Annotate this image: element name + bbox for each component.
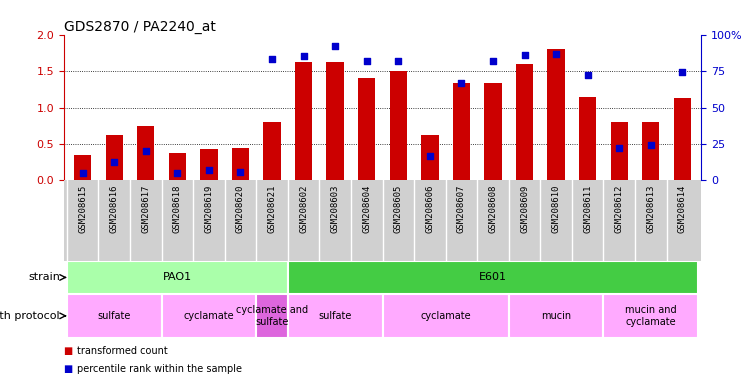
- Text: GSM208614: GSM208614: [678, 185, 687, 233]
- Bar: [200, 149, 217, 180]
- Text: GSM208617: GSM208617: [141, 185, 150, 233]
- Text: cyclamate: cyclamate: [184, 311, 234, 321]
- Text: GSM208620: GSM208620: [236, 185, 245, 233]
- Text: ■: ■: [64, 364, 76, 374]
- Point: [76, 170, 88, 176]
- Bar: [74, 155, 92, 180]
- Point: [266, 56, 278, 63]
- Text: GSM208604: GSM208604: [362, 185, 371, 233]
- Text: GSM208621: GSM208621: [268, 185, 277, 233]
- Point: [140, 148, 152, 154]
- Bar: [106, 134, 123, 180]
- Text: GSM208602: GSM208602: [299, 185, 308, 233]
- Text: GSM208610: GSM208610: [551, 185, 560, 233]
- Bar: [610, 122, 628, 180]
- Bar: [288, 294, 382, 338]
- Text: GSM208608: GSM208608: [488, 185, 497, 233]
- Bar: [422, 134, 439, 180]
- Bar: [256, 294, 288, 338]
- Point: [235, 169, 247, 175]
- Text: strain: strain: [28, 272, 60, 283]
- Bar: [67, 294, 161, 338]
- Text: GDS2870 / PA2240_at: GDS2870 / PA2240_at: [64, 20, 216, 33]
- Bar: [642, 122, 659, 180]
- Text: GSM208611: GSM208611: [584, 185, 592, 233]
- Point: [424, 152, 436, 159]
- Bar: [509, 294, 604, 338]
- Point: [487, 58, 499, 64]
- Text: transformed count: transformed count: [77, 346, 168, 356]
- Bar: [516, 64, 533, 180]
- Bar: [453, 83, 470, 180]
- Point: [676, 70, 688, 76]
- Point: [171, 170, 183, 176]
- Point: [203, 167, 215, 173]
- Bar: [67, 261, 288, 294]
- Bar: [326, 62, 344, 180]
- Bar: [295, 62, 312, 180]
- Text: GSM208603: GSM208603: [331, 185, 340, 233]
- Bar: [548, 49, 565, 180]
- Text: mucin and
cyclamate: mucin and cyclamate: [625, 305, 676, 327]
- Point: [550, 50, 562, 56]
- Point: [298, 53, 310, 60]
- Text: GSM208615: GSM208615: [78, 185, 87, 233]
- Text: GSM208605: GSM208605: [394, 185, 403, 233]
- Point: [518, 52, 530, 58]
- Bar: [604, 294, 698, 338]
- Bar: [161, 294, 256, 338]
- Text: GSM208609: GSM208609: [520, 185, 529, 233]
- Bar: [232, 148, 249, 180]
- Bar: [137, 126, 154, 180]
- Text: sulfate: sulfate: [319, 311, 352, 321]
- Text: GSM208607: GSM208607: [457, 185, 466, 233]
- Text: mucin: mucin: [541, 311, 572, 321]
- Text: GSM208613: GSM208613: [646, 185, 656, 233]
- Bar: [263, 122, 280, 180]
- Text: growth protocol: growth protocol: [0, 311, 60, 321]
- Text: PAO1: PAO1: [163, 272, 192, 283]
- Bar: [389, 71, 407, 180]
- Text: sulfate: sulfate: [98, 311, 131, 321]
- Point: [329, 43, 341, 49]
- Text: percentile rank within the sample: percentile rank within the sample: [77, 364, 242, 374]
- Bar: [358, 78, 376, 180]
- Point: [645, 142, 657, 149]
- Bar: [579, 96, 596, 180]
- Text: cyclamate: cyclamate: [420, 311, 471, 321]
- Text: GSM208618: GSM208618: [172, 185, 182, 233]
- Point: [108, 159, 120, 165]
- Point: [361, 58, 373, 64]
- Text: GSM208619: GSM208619: [205, 185, 214, 233]
- Text: E601: E601: [479, 272, 507, 283]
- Point: [614, 145, 626, 151]
- Bar: [288, 261, 698, 294]
- Bar: [674, 98, 691, 180]
- Bar: [382, 294, 508, 338]
- Text: GSM208606: GSM208606: [425, 185, 434, 233]
- Text: ■: ■: [64, 346, 76, 356]
- Point: [455, 79, 467, 86]
- Text: GSM208616: GSM208616: [110, 185, 118, 233]
- Point: [392, 58, 404, 64]
- Bar: [169, 154, 186, 180]
- Text: cyclamate and
sulfate: cyclamate and sulfate: [236, 305, 308, 327]
- Bar: [484, 83, 502, 180]
- Text: GSM208612: GSM208612: [615, 185, 624, 233]
- Point: [582, 72, 594, 78]
